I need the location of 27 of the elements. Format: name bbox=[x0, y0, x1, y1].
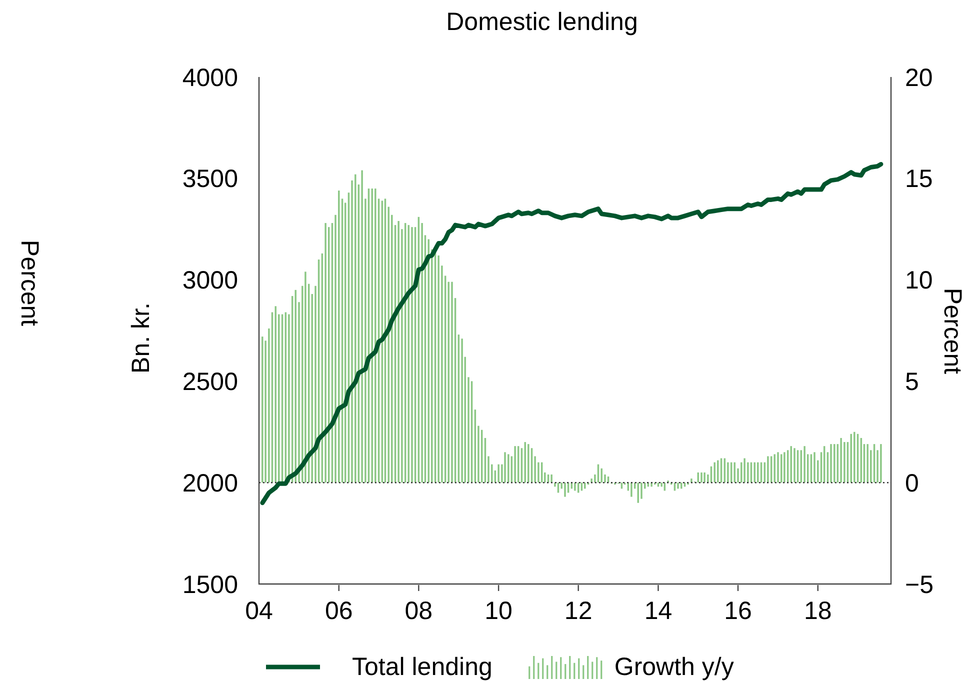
legend-label: Growth y/y bbox=[614, 653, 734, 681]
y-tick-label: 2000 bbox=[182, 469, 238, 498]
line-series bbox=[260, 162, 884, 506]
y-tick-label: 2500 bbox=[182, 368, 238, 396]
y2-tick-label: 20 bbox=[905, 64, 933, 92]
y-tick-label: 4000 bbox=[182, 64, 238, 92]
legend-label: Total lending bbox=[352, 653, 492, 681]
x-tick-label: 06 bbox=[324, 597, 353, 625]
y-tick-label: 3000 bbox=[182, 266, 238, 295]
y-tick-label: 1500 bbox=[182, 570, 238, 599]
y-axis-title: Bn. kr. bbox=[126, 302, 155, 374]
x-tick-label: 10 bbox=[484, 597, 512, 625]
y-tick-label: 3500 bbox=[182, 165, 238, 194]
x-tick-label: 08 bbox=[404, 597, 433, 625]
y2-tick-label: −5 bbox=[905, 570, 934, 599]
text: Percent bbox=[15, 240, 44, 326]
x-tick-label: 16 bbox=[724, 597, 752, 625]
x-tick-label: 14 bbox=[644, 597, 672, 625]
y2-tick-label: 0 bbox=[905, 469, 919, 498]
x-tick-label: 12 bbox=[564, 597, 592, 625]
y2-axis-title: Percent bbox=[938, 288, 966, 374]
y2-tick-label: 15 bbox=[905, 165, 933, 194]
x-tick-label: 18 bbox=[804, 597, 832, 625]
y2-tick-label: 5 bbox=[905, 368, 919, 396]
x-tick-label: 04 bbox=[245, 597, 273, 625]
chart-title: Domestic lending bbox=[446, 8, 638, 36]
y2-tick-label: 10 bbox=[905, 266, 933, 295]
